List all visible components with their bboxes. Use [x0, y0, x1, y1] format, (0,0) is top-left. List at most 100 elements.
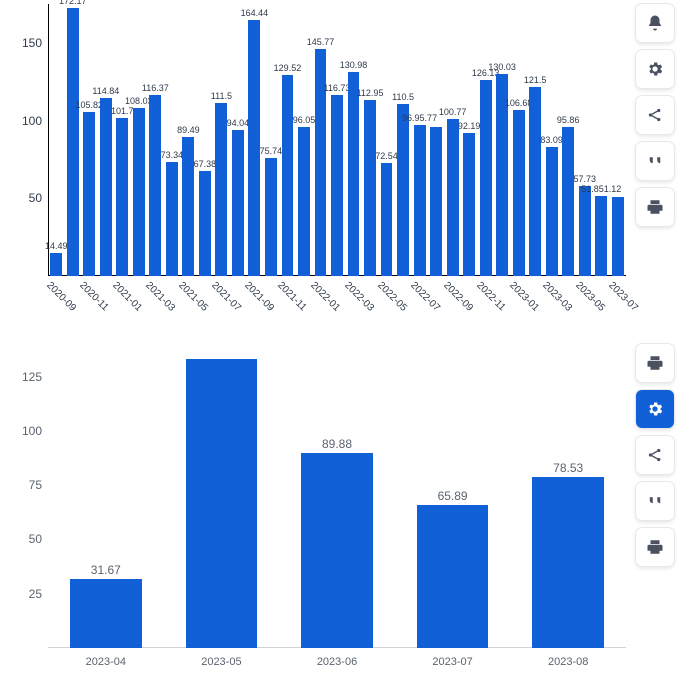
chart-bar[interactable]: 94.04 [232, 130, 244, 276]
bar-value-label: 96.05 [293, 115, 316, 125]
y-tick-label: 25 [29, 587, 48, 601]
chart-bar[interactable]: 92.19 [463, 133, 475, 276]
share-icon [646, 106, 664, 124]
bar-value-label: 94.04 [227, 118, 250, 128]
chart-bar[interactable]: 101.7 [116, 118, 128, 276]
y-axis [48, 4, 49, 276]
chart-bar[interactable]: 95.86 [562, 127, 574, 276]
chart-bar[interactable]: 105.82 [83, 112, 95, 276]
x-tick-label: 2022-07 [408, 280, 442, 314]
chart-bar[interactable]: 75.74 [265, 158, 277, 276]
bar-value-label: 89.49 [177, 125, 200, 135]
chart-bar[interactable]: 126.13 [480, 80, 492, 276]
chart-bar[interactable]: 65.89 [417, 505, 489, 648]
bottom-chart: 25507510012531.672023-042023-0589.882023… [48, 344, 626, 648]
y-tick-label: 100 [22, 114, 48, 128]
chart-bar[interactable]: 96.05 [298, 127, 310, 276]
x-tick-label: 2023-07 [432, 648, 472, 668]
chart-bar[interactable]: 51.851.12 [595, 196, 607, 277]
quote-button[interactable] [636, 142, 674, 180]
chart-bar[interactable]: 31.67 [70, 579, 142, 648]
gear-button[interactable] [636, 50, 674, 88]
bar-value-label: 14.49 [45, 241, 68, 251]
x-tick-label: 2022-11 [474, 280, 507, 313]
x-tick-label: 2023-05 [573, 280, 607, 314]
bar-value-label: 172.17 [59, 0, 87, 6]
chart-bar[interactable]: 112.95 [364, 100, 376, 276]
x-tick-label: 2023-01 [507, 280, 541, 314]
x-tick-label: 2023-03 [540, 280, 574, 314]
y-tick-label: 75 [29, 478, 48, 492]
x-tick-label: 2022-01 [309, 280, 343, 314]
chart-bar[interactable] [186, 359, 258, 648]
bar-value-label: 89.88 [322, 437, 352, 451]
chart-bar[interactable]: 116.37 [149, 95, 161, 276]
chart-bar[interactable]: 106.68 [513, 110, 525, 276]
bar-value-label: 78.53 [553, 461, 583, 475]
print-icon [646, 198, 664, 216]
bar-value-label: 145.77 [307, 37, 335, 47]
gear-icon [646, 400, 664, 418]
chart-bar[interactable]: 73.34 [166, 162, 178, 276]
bar-value-label: 83.09 [540, 135, 563, 145]
quote-button[interactable] [636, 482, 674, 520]
top-panel: 5010015014.492020-09172.17105.822020-111… [0, 0, 680, 340]
y-tick-label: 50 [29, 532, 48, 546]
chart-bar[interactable]: 72.54 [381, 163, 393, 276]
chart-bar[interactable]: 121.5 [529, 87, 541, 276]
chart-bar[interactable]: 78.53 [532, 477, 604, 648]
bar-value-label: 129.52 [274, 63, 302, 73]
bar-value-label: 130.98 [340, 60, 368, 70]
chart-bar[interactable]: 164.44 [248, 20, 260, 276]
chart-bar[interactable]: 111.5 [215, 103, 227, 276]
chart-bar[interactable]: 57.73 [579, 186, 591, 276]
print-button[interactable] [636, 528, 674, 566]
share-button[interactable] [636, 96, 674, 134]
chart-bar[interactable]: 172.17 [67, 8, 79, 276]
x-tick-label: 2020-09 [44, 280, 78, 314]
top-toolbar [636, 0, 680, 230]
chart-bar[interactable] [430, 127, 442, 276]
y-tick-label: 125 [22, 370, 48, 384]
chart-bar[interactable]: 83.09 [546, 147, 558, 276]
chart-bar[interactable]: 89.88 [301, 453, 373, 648]
x-tick-label: 2021-11 [276, 280, 309, 313]
share-icon [646, 446, 664, 464]
bar-value-label: 100.77 [439, 107, 467, 117]
share-button[interactable] [636, 436, 674, 474]
chart-bar[interactable]: 116.73 [331, 95, 343, 276]
bar-value-label: 31.67 [91, 563, 121, 577]
bar-value-label: 114.84 [92, 86, 119, 96]
print-icon [646, 538, 664, 556]
y-tick-label: 100 [22, 424, 48, 438]
chart-bar[interactable]: 110.5 [397, 104, 409, 276]
gear-icon [646, 60, 664, 78]
chart-bar[interactable]: 108.03 [133, 108, 145, 276]
x-tick-label: 2023-05 [201, 648, 241, 668]
print-button[interactable] [636, 344, 674, 382]
x-tick-label: 2021-09 [243, 280, 277, 314]
x-tick-label: 2021-07 [210, 280, 244, 314]
bar-value-label: 75.74 [260, 146, 283, 156]
chart-bar[interactable] [612, 197, 624, 276]
bell-button[interactable] [636, 4, 674, 42]
chart-bar[interactable]: 130.98 [348, 72, 360, 276]
gear-button[interactable] [636, 390, 674, 428]
chart-bar[interactable]: 114.84 [100, 98, 112, 276]
bar-value-label: 116.73 [324, 83, 351, 93]
x-tick-label: 2021-01 [111, 280, 145, 314]
chart-bar[interactable]: 14.49 [50, 253, 62, 276]
print-button[interactable] [636, 188, 674, 226]
chart-bar[interactable]: 67.38 [199, 171, 211, 276]
chart-bar[interactable]: 96.95.77 [414, 125, 426, 276]
x-tick-label: 2022-05 [375, 280, 409, 314]
chart-bar[interactable]: 100.77 [447, 119, 459, 276]
quote-icon [646, 152, 664, 170]
y-tick-label: 150 [22, 36, 48, 50]
bar-value-label: 95.86 [557, 115, 580, 125]
x-tick-label: 2023-04 [86, 648, 126, 668]
chart-bar[interactable]: 89.49 [182, 137, 194, 276]
bar-value-label: 111.5 [211, 91, 232, 101]
bar-value-label: 116.37 [142, 83, 169, 93]
chart-bar[interactable]: 129.52 [282, 75, 294, 276]
